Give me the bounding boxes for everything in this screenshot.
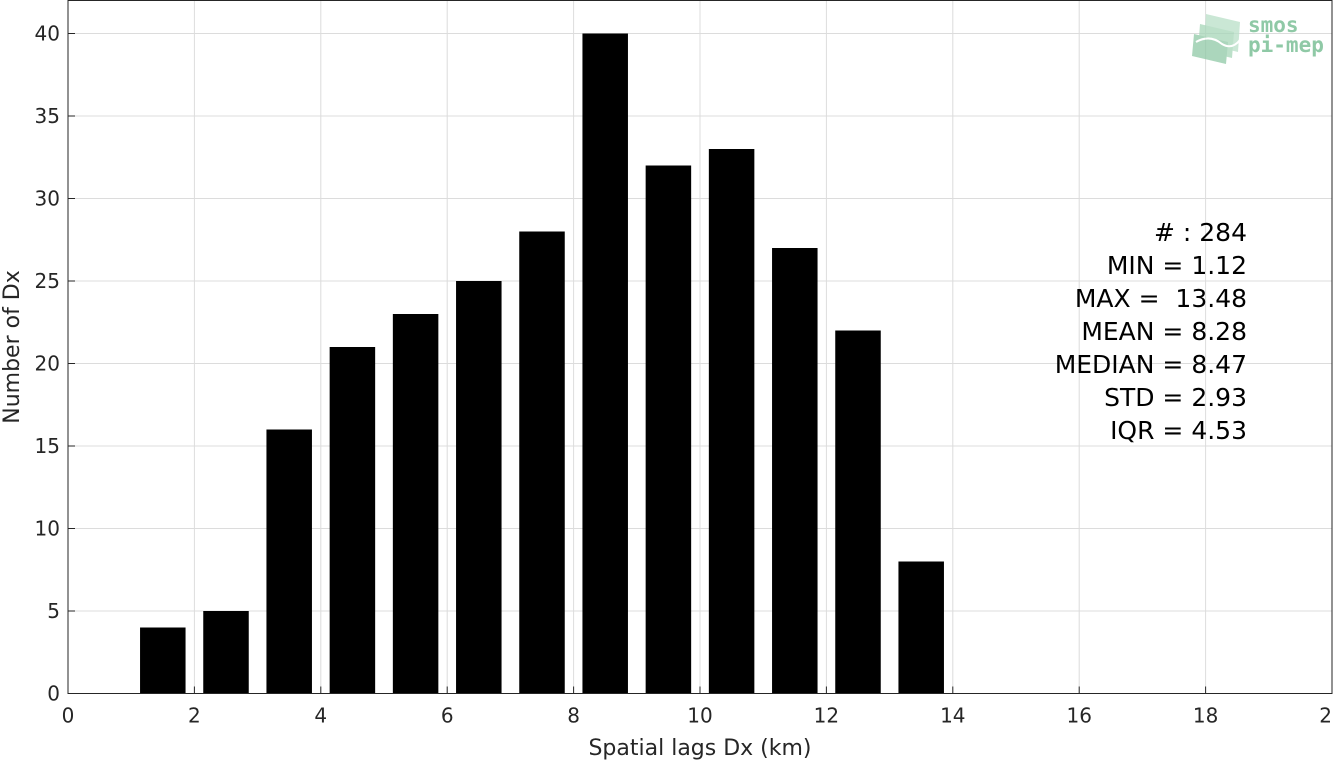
logo-line-2: pi-mep bbox=[1248, 33, 1324, 57]
stat-line: # : 284 bbox=[1154, 218, 1247, 247]
stat-line: IQR = 4.53 bbox=[1110, 416, 1247, 445]
y-axis-label: Number of Dx bbox=[0, 270, 25, 424]
histogram-bar bbox=[392, 314, 439, 694]
x-tick-label: 10 bbox=[687, 704, 712, 728]
y-tick-label: 35 bbox=[35, 104, 60, 128]
y-tick-label: 15 bbox=[35, 434, 60, 458]
histogram-bar bbox=[582, 33, 628, 694]
statistics-annotation: # : 284 MIN = 1.12 MAX = 13.48 MEAN = 8.28 M… bbox=[1055, 218, 1247, 445]
logo-line-1: smos bbox=[1248, 13, 1299, 37]
histogram-bar bbox=[266, 429, 312, 694]
y-axis-ticks: 0 5 10 15 20 25 30 35 40 bbox=[35, 22, 75, 706]
histogram-bar bbox=[835, 330, 881, 694]
histogram-bar bbox=[645, 165, 692, 694]
x-tick-label: 0 bbox=[62, 704, 75, 728]
y-tick-label: 25 bbox=[35, 269, 60, 293]
x-tick-label: 12 bbox=[814, 704, 839, 728]
stat-line: MIN = 1.12 bbox=[1107, 251, 1247, 280]
histogram-bar bbox=[772, 248, 818, 694]
stat-line: STD = 2.93 bbox=[1104, 383, 1247, 412]
x-tick-label: 14 bbox=[940, 704, 965, 728]
stat-line: MAX = 13.48 bbox=[1075, 284, 1247, 313]
x-tick-label: 20 bbox=[1319, 704, 1333, 728]
y-tick-label: 20 bbox=[35, 352, 60, 376]
stat-line: MEDIAN = 8.47 bbox=[1055, 350, 1247, 379]
y-tick-label: 30 bbox=[35, 187, 60, 211]
y-tick-label: 0 bbox=[47, 682, 60, 706]
smos-pimep-logo: smos pi-mep bbox=[1192, 13, 1324, 64]
histogram-bar bbox=[329, 347, 376, 694]
histogram-bar bbox=[456, 281, 502, 694]
x-tick-label: 4 bbox=[314, 704, 327, 728]
grid-lines bbox=[68, 0, 1332, 694]
histogram-bar bbox=[898, 561, 944, 694]
stat-line: MEAN = 8.28 bbox=[1081, 317, 1247, 346]
histogram-bar bbox=[203, 611, 249, 694]
x-tick-label: 18 bbox=[1193, 704, 1218, 728]
y-tick-label: 5 bbox=[47, 599, 60, 623]
histogram-bar bbox=[519, 231, 565, 694]
bars bbox=[140, 33, 944, 694]
x-tick-label: 6 bbox=[441, 704, 454, 728]
smos-pimep-logo-icon bbox=[1192, 14, 1241, 64]
histogram-bar bbox=[708, 149, 755, 694]
x-axis-ticks: 0 2 4 6 8 10 12 14 16 18 20 bbox=[62, 686, 1333, 728]
x-tick-label: 16 bbox=[1066, 704, 1091, 728]
y-tick-label: 40 bbox=[35, 22, 60, 46]
x-axis-label: Spatial lags Dx (km) bbox=[588, 736, 811, 761]
x-tick-label: 8 bbox=[567, 704, 580, 728]
histogram-bar bbox=[140, 627, 186, 694]
y-tick-label: 10 bbox=[35, 517, 60, 541]
x-tick-label: 2 bbox=[188, 704, 201, 728]
